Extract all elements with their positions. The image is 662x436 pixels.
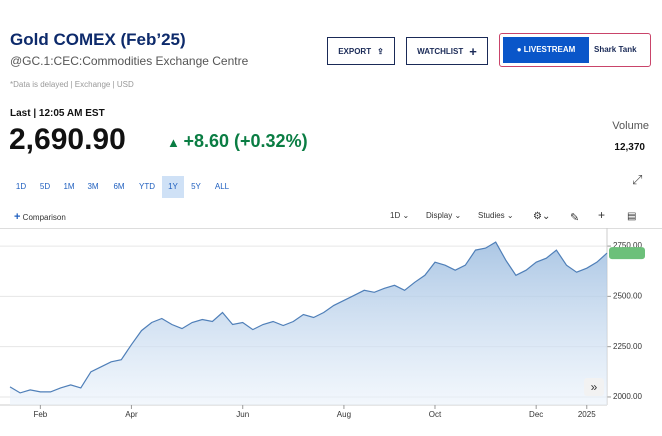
line [9, 241, 608, 394]
label: Comparison [22, 213, 66, 222]
x-tick-label: Oct [429, 410, 442, 419]
range-button[interactable]: 5D [39, 182, 51, 191]
studies-button[interactable]: Studies ⌄ [478, 211, 514, 220]
x-tick-label: Apr [125, 410, 138, 419]
range-button[interactable]: 1M [63, 182, 75, 191]
range-button[interactable]: 1Y [162, 176, 184, 198]
display-button[interactable]: Display ⌄ [426, 211, 462, 220]
range-button[interactable]: 1D [15, 182, 27, 191]
volume: 12,370 [614, 142, 645, 153]
range-button[interactable]: 6M [113, 182, 125, 191]
settings-icon[interactable]: ⚙⌄ [533, 211, 551, 222]
area [10, 242, 607, 405]
x-tick-label: 2025 [578, 410, 596, 419]
label: Display [426, 211, 453, 220]
x-tick-label: Aug [337, 410, 351, 419]
arrow: ▲ [167, 135, 184, 150]
range-button[interactable]: ALL [214, 182, 230, 191]
range-button[interactable]: 5Y [191, 182, 201, 191]
crosshair-icon[interactable]: + [598, 208, 606, 222]
icon: + [469, 43, 477, 59]
label: 1D [390, 211, 401, 220]
comparison-button[interactable]: + Comparison [14, 211, 66, 223]
price-badge [609, 247, 645, 260]
label: WATCHLIST [417, 46, 464, 56]
quote-time: Last | 12:05 AM EST [10, 108, 105, 119]
title: Gold COMEX (Feb’25) [10, 30, 186, 49]
interval-button[interactable]: 1D ⌄ [390, 211, 410, 220]
note: *Data is delayed | Exchange | USD [10, 80, 134, 89]
expand-icon[interactable]: ⤢ [632, 172, 643, 187]
label: EXPORT [338, 46, 372, 56]
range-button[interactable]: 3M [87, 182, 99, 191]
label: LIVESTREAM [523, 45, 576, 54]
draw-icon[interactable]: ✎ [570, 212, 580, 224]
chart: 2000.00 2250.00 2500.00 2750.00 Feb Apr Jun Aug… [0, 228, 645, 419]
range-button[interactable]: YTD [139, 182, 155, 191]
x-tick-label: Dec [529, 410, 543, 419]
export-button[interactable]: EXPORT ⇪ [327, 37, 395, 65]
scroll-icon: » [591, 380, 598, 394]
y-tick-label: 2250.00 [613, 342, 642, 351]
scroll-button[interactable] [584, 378, 604, 396]
x-tick-label: Jun [236, 410, 249, 419]
y-tick-label: 2750.00 [613, 241, 642, 250]
y-tick-label: 2500.00 [613, 291, 642, 300]
y-tick-label: 2000.00 [613, 392, 642, 401]
change-text: +8.60 (+0.32%) [183, 131, 308, 151]
livestream-box[interactable]: ● LIVESTREAM Shark Tank [499, 33, 651, 67]
symbol: @GC.1:CEC:Commodities Exchange Centre [10, 54, 249, 68]
livestream-button[interactable]: ● LIVESTREAM [503, 37, 589, 63]
price: 2,690.90 [9, 123, 126, 156]
volume-label: Volume [612, 120, 649, 132]
divider [0, 228, 662, 229]
watchlist-button[interactable]: WATCHLIST + [406, 37, 488, 65]
label: Studies [478, 211, 505, 220]
icon: ⇪ [377, 46, 384, 56]
comment-icon[interactable]: ▤ [627, 211, 637, 222]
show-name: Shark Tank [594, 45, 637, 54]
x-tick-label: Feb [33, 410, 47, 419]
change: ▲ +8.60 (+0.32%) [167, 131, 308, 152]
